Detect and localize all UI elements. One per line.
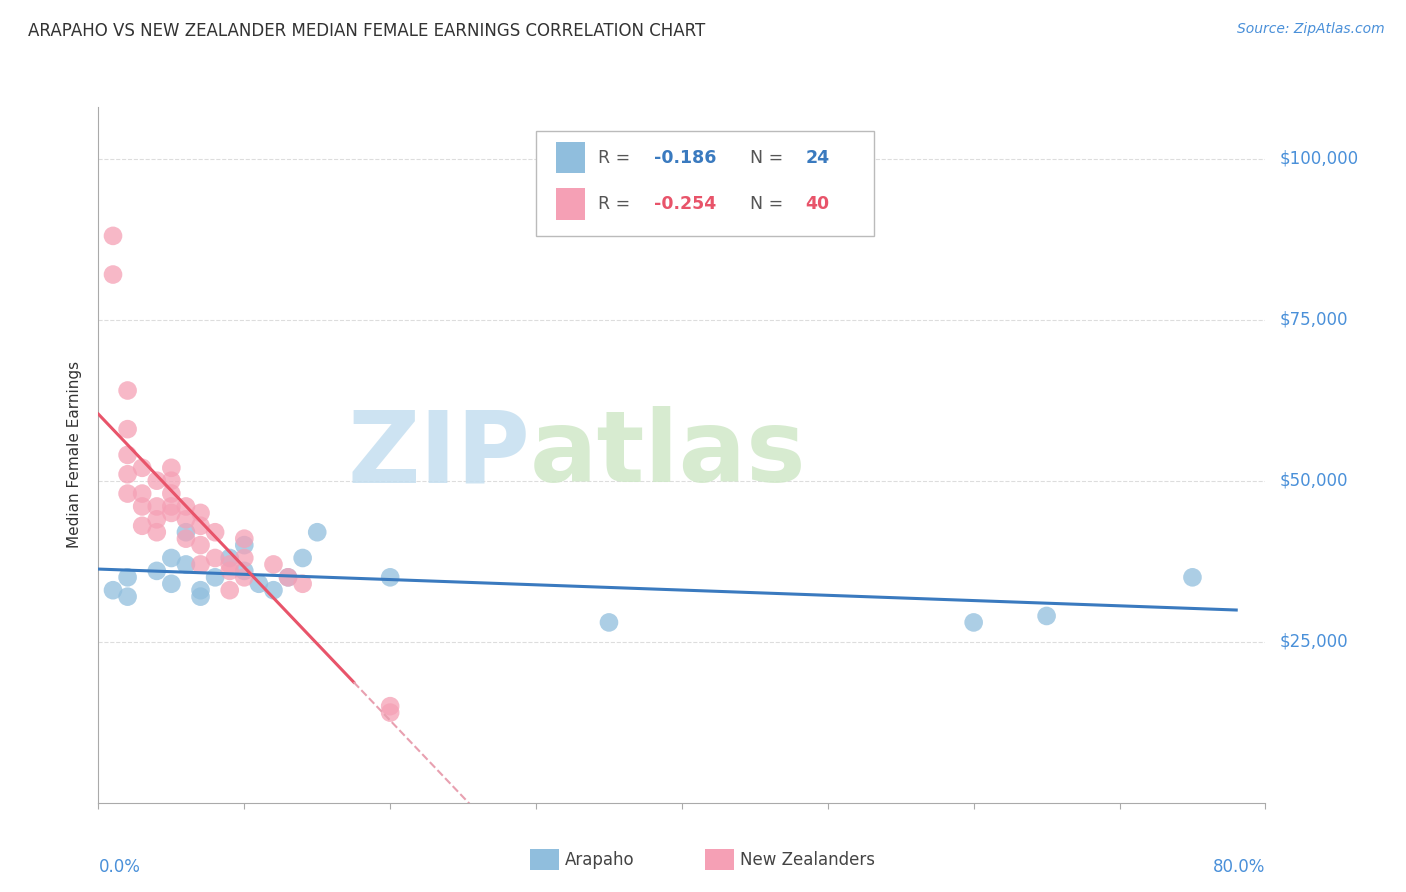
- Point: [277, 570, 299, 584]
- FancyBboxPatch shape: [555, 142, 585, 173]
- Bar: [530, 849, 560, 871]
- Point: [146, 474, 169, 488]
- Text: Source: ZipAtlas.com: Source: ZipAtlas.com: [1237, 22, 1385, 37]
- Point: [1181, 570, 1204, 584]
- Point: [160, 460, 183, 475]
- Point: [190, 538, 212, 552]
- Point: [190, 518, 212, 533]
- Point: [174, 512, 197, 526]
- Point: [131, 460, 153, 475]
- Point: [378, 699, 402, 714]
- Point: [233, 538, 256, 552]
- Point: [174, 532, 197, 546]
- Text: 40: 40: [806, 195, 830, 213]
- Text: New Zealanders: New Zealanders: [741, 851, 876, 869]
- Text: R =: R =: [598, 149, 636, 167]
- Point: [101, 268, 124, 282]
- Point: [233, 564, 256, 578]
- Point: [378, 706, 402, 720]
- Text: 24: 24: [806, 149, 830, 167]
- Point: [146, 525, 169, 540]
- Point: [218, 583, 240, 598]
- Text: 0.0%: 0.0%: [98, 858, 141, 877]
- Text: 80.0%: 80.0%: [1213, 858, 1265, 877]
- Point: [160, 506, 183, 520]
- Point: [131, 486, 153, 500]
- Point: [117, 590, 139, 604]
- Point: [233, 532, 256, 546]
- Point: [146, 512, 169, 526]
- Point: [204, 570, 226, 584]
- Point: [101, 228, 124, 243]
- Point: [146, 564, 169, 578]
- Point: [962, 615, 984, 630]
- Text: ARAPAHO VS NEW ZEALANDER MEDIAN FEMALE EARNINGS CORRELATION CHART: ARAPAHO VS NEW ZEALANDER MEDIAN FEMALE E…: [28, 22, 706, 40]
- Text: N =: N =: [749, 195, 789, 213]
- Point: [160, 576, 183, 591]
- Text: -0.186: -0.186: [654, 149, 716, 167]
- Point: [117, 486, 139, 500]
- FancyBboxPatch shape: [555, 188, 585, 219]
- Text: atlas: atlas: [530, 407, 807, 503]
- Point: [218, 558, 240, 572]
- Point: [190, 558, 212, 572]
- Point: [174, 500, 197, 514]
- Point: [204, 525, 226, 540]
- Point: [262, 583, 284, 598]
- Text: $75,000: $75,000: [1279, 310, 1348, 328]
- Point: [117, 570, 139, 584]
- Text: N =: N =: [749, 149, 789, 167]
- Text: $50,000: $50,000: [1279, 472, 1348, 490]
- Point: [233, 551, 256, 566]
- Point: [117, 448, 139, 462]
- Text: Arapaho: Arapaho: [565, 851, 636, 869]
- Point: [218, 551, 240, 566]
- Point: [160, 486, 183, 500]
- Point: [160, 474, 183, 488]
- Point: [131, 518, 153, 533]
- Point: [247, 576, 270, 591]
- Point: [160, 551, 183, 566]
- Point: [233, 570, 256, 584]
- Point: [218, 564, 240, 578]
- Bar: [706, 849, 734, 871]
- Point: [190, 583, 212, 598]
- Point: [291, 576, 314, 591]
- Point: [117, 467, 139, 482]
- Point: [131, 500, 153, 514]
- Point: [146, 500, 169, 514]
- Text: -0.254: -0.254: [654, 195, 716, 213]
- Point: [174, 558, 197, 572]
- Point: [378, 570, 402, 584]
- Text: ZIP: ZIP: [347, 407, 530, 503]
- Point: [291, 551, 314, 566]
- Text: $100,000: $100,000: [1279, 150, 1358, 168]
- Text: R =: R =: [598, 195, 636, 213]
- Point: [174, 525, 197, 540]
- Point: [307, 525, 329, 540]
- Point: [262, 558, 284, 572]
- Text: $25,000: $25,000: [1279, 632, 1348, 651]
- Point: [277, 570, 299, 584]
- Point: [204, 551, 226, 566]
- Point: [1035, 609, 1057, 624]
- Point: [190, 506, 212, 520]
- Point: [598, 615, 620, 630]
- Point: [117, 384, 139, 398]
- FancyBboxPatch shape: [536, 131, 875, 235]
- Point: [101, 583, 124, 598]
- Point: [117, 422, 139, 436]
- Point: [160, 500, 183, 514]
- Point: [190, 590, 212, 604]
- Y-axis label: Median Female Earnings: Median Female Earnings: [67, 361, 83, 549]
